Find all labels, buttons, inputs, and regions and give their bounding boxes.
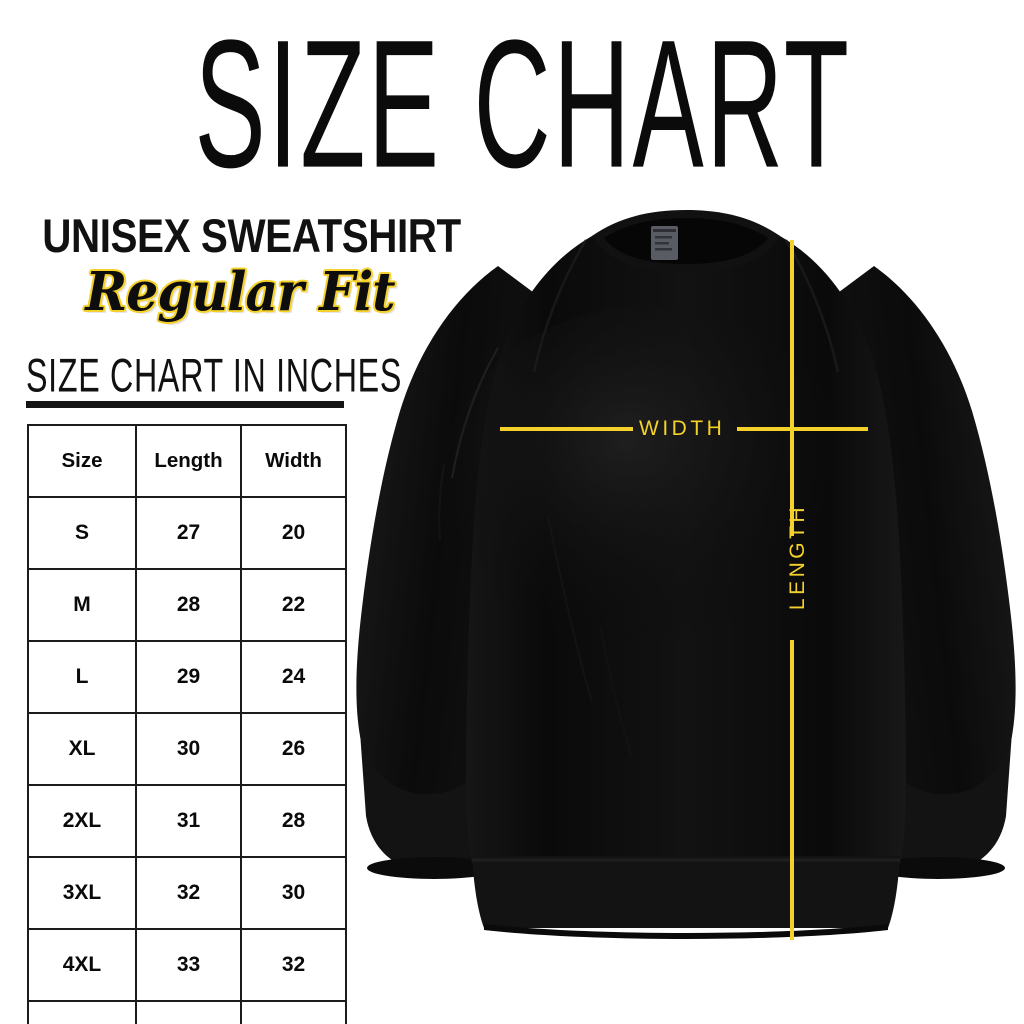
cell-size: 2XL [27, 784, 137, 858]
column-header-size: Size [27, 424, 137, 498]
section-underline [26, 401, 344, 408]
sweatshirt-svg [356, 210, 1016, 939]
column-header-length: Length [135, 424, 242, 498]
cell-size: M [27, 568, 137, 642]
garment-illustration [348, 196, 1024, 996]
left-cuff-opening [367, 857, 501, 879]
cell-length: 30 [135, 712, 242, 786]
cell-size: 3XL [27, 856, 137, 930]
fold-line-1 [438, 463, 445, 541]
section-heading-block: SIZE CHART IN INCHES [26, 348, 403, 408]
table-row: L 29 24 [27, 640, 347, 714]
left-shoulder-seam [532, 239, 588, 373]
cell-width: 34 [240, 1000, 347, 1024]
cell-width: 30 [240, 856, 347, 930]
cell-length: 32 [135, 856, 242, 930]
collar-inner [604, 218, 768, 264]
table-row: 4XL 33 32 [27, 928, 347, 1002]
cell-width: 28 [240, 784, 347, 858]
cell-width: 20 [240, 496, 347, 570]
cell-size: XL [27, 712, 137, 786]
fold-line-3 [599, 625, 633, 759]
section-heading-label: SIZE CHART IN INCHES [26, 348, 403, 402]
chest-highlight [438, 306, 858, 686]
cell-length: 34 [135, 1000, 242, 1024]
hem-bottom-edge [484, 924, 888, 939]
right-cuff-opening [871, 857, 1005, 879]
cell-length: 33 [135, 928, 242, 1002]
column-header-width: Width [240, 424, 347, 498]
brand-label [651, 226, 678, 260]
cell-width: 26 [240, 712, 347, 786]
cell-width: 24 [240, 640, 347, 714]
cell-size: L [27, 640, 137, 714]
cell-width: 32 [240, 928, 347, 1002]
cell-size: 5XL [27, 1000, 137, 1024]
table-row: XL 30 26 [27, 712, 347, 786]
table-row: S 27 20 [27, 496, 347, 570]
subtitle-block: UNISEX SWEATSHIRT Regular Fit [10, 209, 470, 323]
cell-width: 22 [240, 568, 347, 642]
table-row: 5XL 34 34 [27, 1000, 347, 1024]
left-armhole-seam [450, 347, 499, 479]
table-row: 2XL 31 28 [27, 784, 347, 858]
left-cuff [360, 732, 500, 872]
cell-length: 28 [135, 568, 242, 642]
fit-type-label: Regular Fit [85, 261, 395, 323]
table-row: M 28 22 [27, 568, 347, 642]
table-row: 3XL 32 30 [27, 856, 347, 930]
hem-rib [472, 856, 900, 928]
cell-length: 27 [135, 496, 242, 570]
size-chart-table: Size Length Width S 27 20 M 28 22 L 29 2… [27, 424, 347, 1024]
table-header-row: Size Length Width [27, 424, 347, 498]
cell-length: 29 [135, 640, 242, 714]
cell-size: 4XL [27, 928, 137, 1002]
right-cuff [872, 732, 1012, 872]
page-title: SIZE CHART [194, 2, 852, 206]
garment-type-label: UNISEX SWEATSHIRT [42, 209, 461, 262]
fold-line-2 [547, 515, 593, 703]
cell-length: 31 [135, 784, 242, 858]
cell-size: S [27, 496, 137, 570]
